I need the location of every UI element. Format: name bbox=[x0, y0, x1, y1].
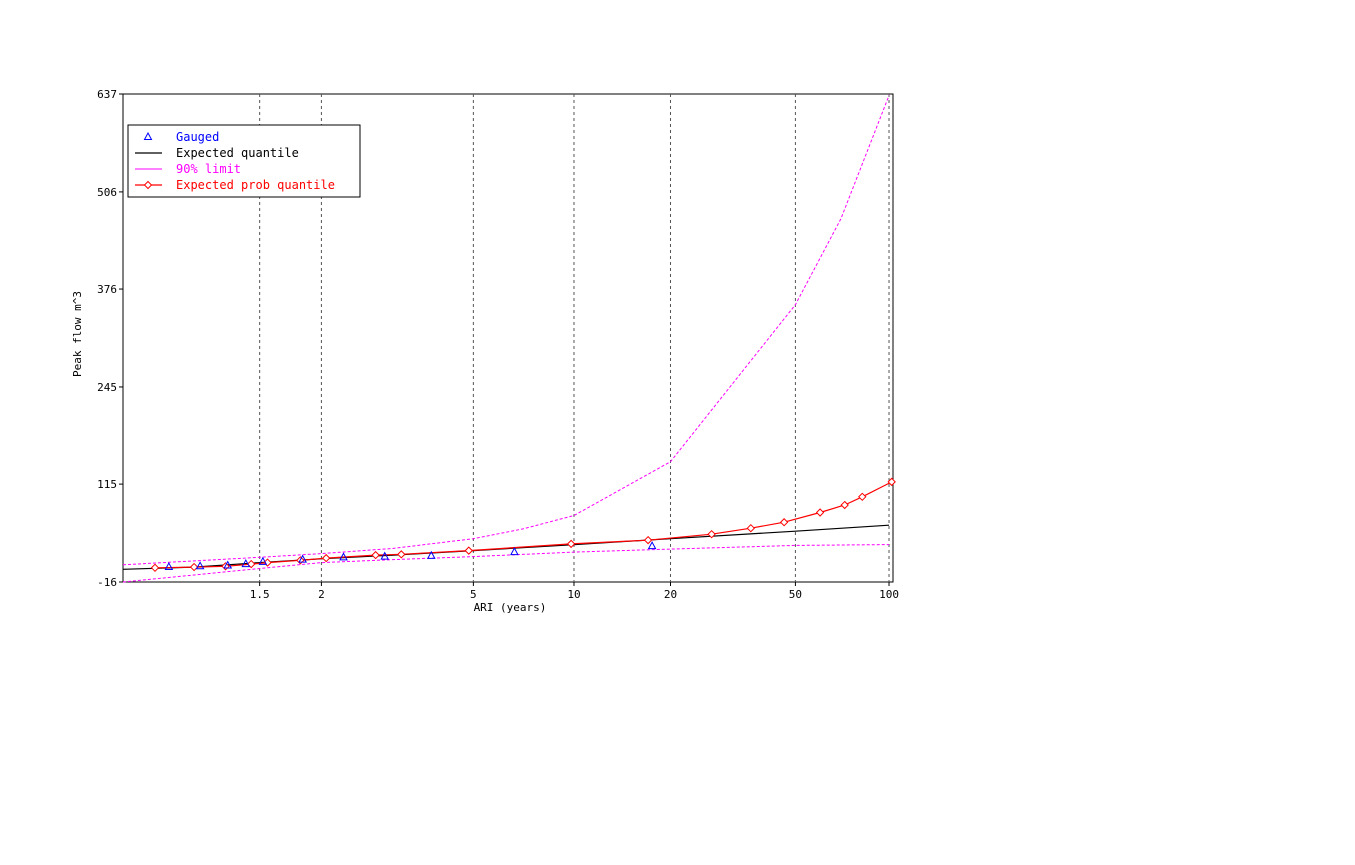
gauged-triangle-point bbox=[195, 561, 205, 570]
y-tick-label: 245 bbox=[97, 381, 117, 394]
axis-layer: 1.5 2 5 10 20 50 100 -16 115 245 376 506 637 bbox=[97, 88, 899, 601]
expected-prob-diamond-point bbox=[150, 563, 160, 573]
x-tick-label: 5 bbox=[470, 588, 477, 601]
series-90pct-upper-line bbox=[122, 95, 890, 566]
gauged-triangle-point bbox=[258, 556, 268, 565]
expected-prob-diamond-point bbox=[840, 500, 849, 510]
expected-prob-diamond-point bbox=[643, 535, 653, 545]
gauged-triangle-point bbox=[164, 561, 174, 571]
x-axis-label: ARI (years) bbox=[474, 601, 547, 614]
y-tick-label: -16 bbox=[97, 576, 117, 589]
expected-prob-diamond-point bbox=[815, 508, 825, 517]
expected-prob-diamond-point bbox=[464, 546, 473, 555]
legend: Gauged Expected quantile 90% limit Expected… bbox=[127, 124, 361, 198]
y-tick-label: 637 bbox=[97, 88, 117, 101]
expected-prob-diamond-point bbox=[707, 529, 716, 539]
legend-gauged-swatch bbox=[143, 131, 153, 140]
x-tick-label: 100 bbox=[879, 588, 899, 601]
y-axis-label: Peak flow m^3 bbox=[71, 291, 84, 377]
expected-prob-diamond-point bbox=[566, 539, 576, 549]
legend-entries: Gauged Expected quantile 90% limit Expected… bbox=[135, 130, 335, 192]
expected-prob-diamond-point bbox=[858, 492, 867, 502]
gauged-triangle-point bbox=[298, 554, 307, 563]
expected-prob-diamond-point bbox=[371, 550, 380, 560]
x-tick-label: 2 bbox=[318, 588, 325, 601]
expected-prob-diamond-point bbox=[746, 523, 756, 533]
legend-label: Expected quantile bbox=[176, 146, 299, 160]
legend-expected-prob-swatch-marker bbox=[143, 180, 153, 190]
y-tick-label: 115 bbox=[97, 478, 117, 491]
gauged-triangle-point bbox=[223, 560, 233, 569]
series-90pct-lower-line bbox=[122, 544, 890, 583]
series-layer bbox=[122, 95, 896, 583]
expected-prob-diamond-point bbox=[189, 562, 199, 572]
gauged-triangle-point bbox=[241, 559, 251, 568]
x-tick-label: 1.5 bbox=[250, 588, 270, 601]
legend-box bbox=[127, 124, 361, 198]
expected-prob-diamond-point bbox=[321, 553, 331, 563]
expected-prob-diamond-point bbox=[887, 477, 896, 487]
gauged-triangle-point bbox=[426, 550, 436, 559]
x-tick-label: 50 bbox=[789, 588, 802, 601]
gauged-triangle-point bbox=[339, 552, 348, 561]
x-tick-label: 20 bbox=[664, 588, 677, 601]
gauged-triangle-point bbox=[380, 551, 390, 560]
y-tick-label: 506 bbox=[97, 186, 117, 199]
y-tick-label: 376 bbox=[97, 283, 117, 296]
legend-label: Expected prob quantile bbox=[176, 178, 335, 192]
legend-label: Gauged bbox=[176, 130, 219, 144]
gauged-triangle-point bbox=[510, 547, 519, 556]
gauged-triangle-point bbox=[647, 541, 657, 550]
expected-prob-diamond-point bbox=[397, 550, 406, 559]
expected-prob-diamond-point bbox=[779, 518, 789, 527]
x-tick-label: 10 bbox=[567, 588, 580, 601]
legend-label: 90% limit bbox=[176, 162, 241, 176]
